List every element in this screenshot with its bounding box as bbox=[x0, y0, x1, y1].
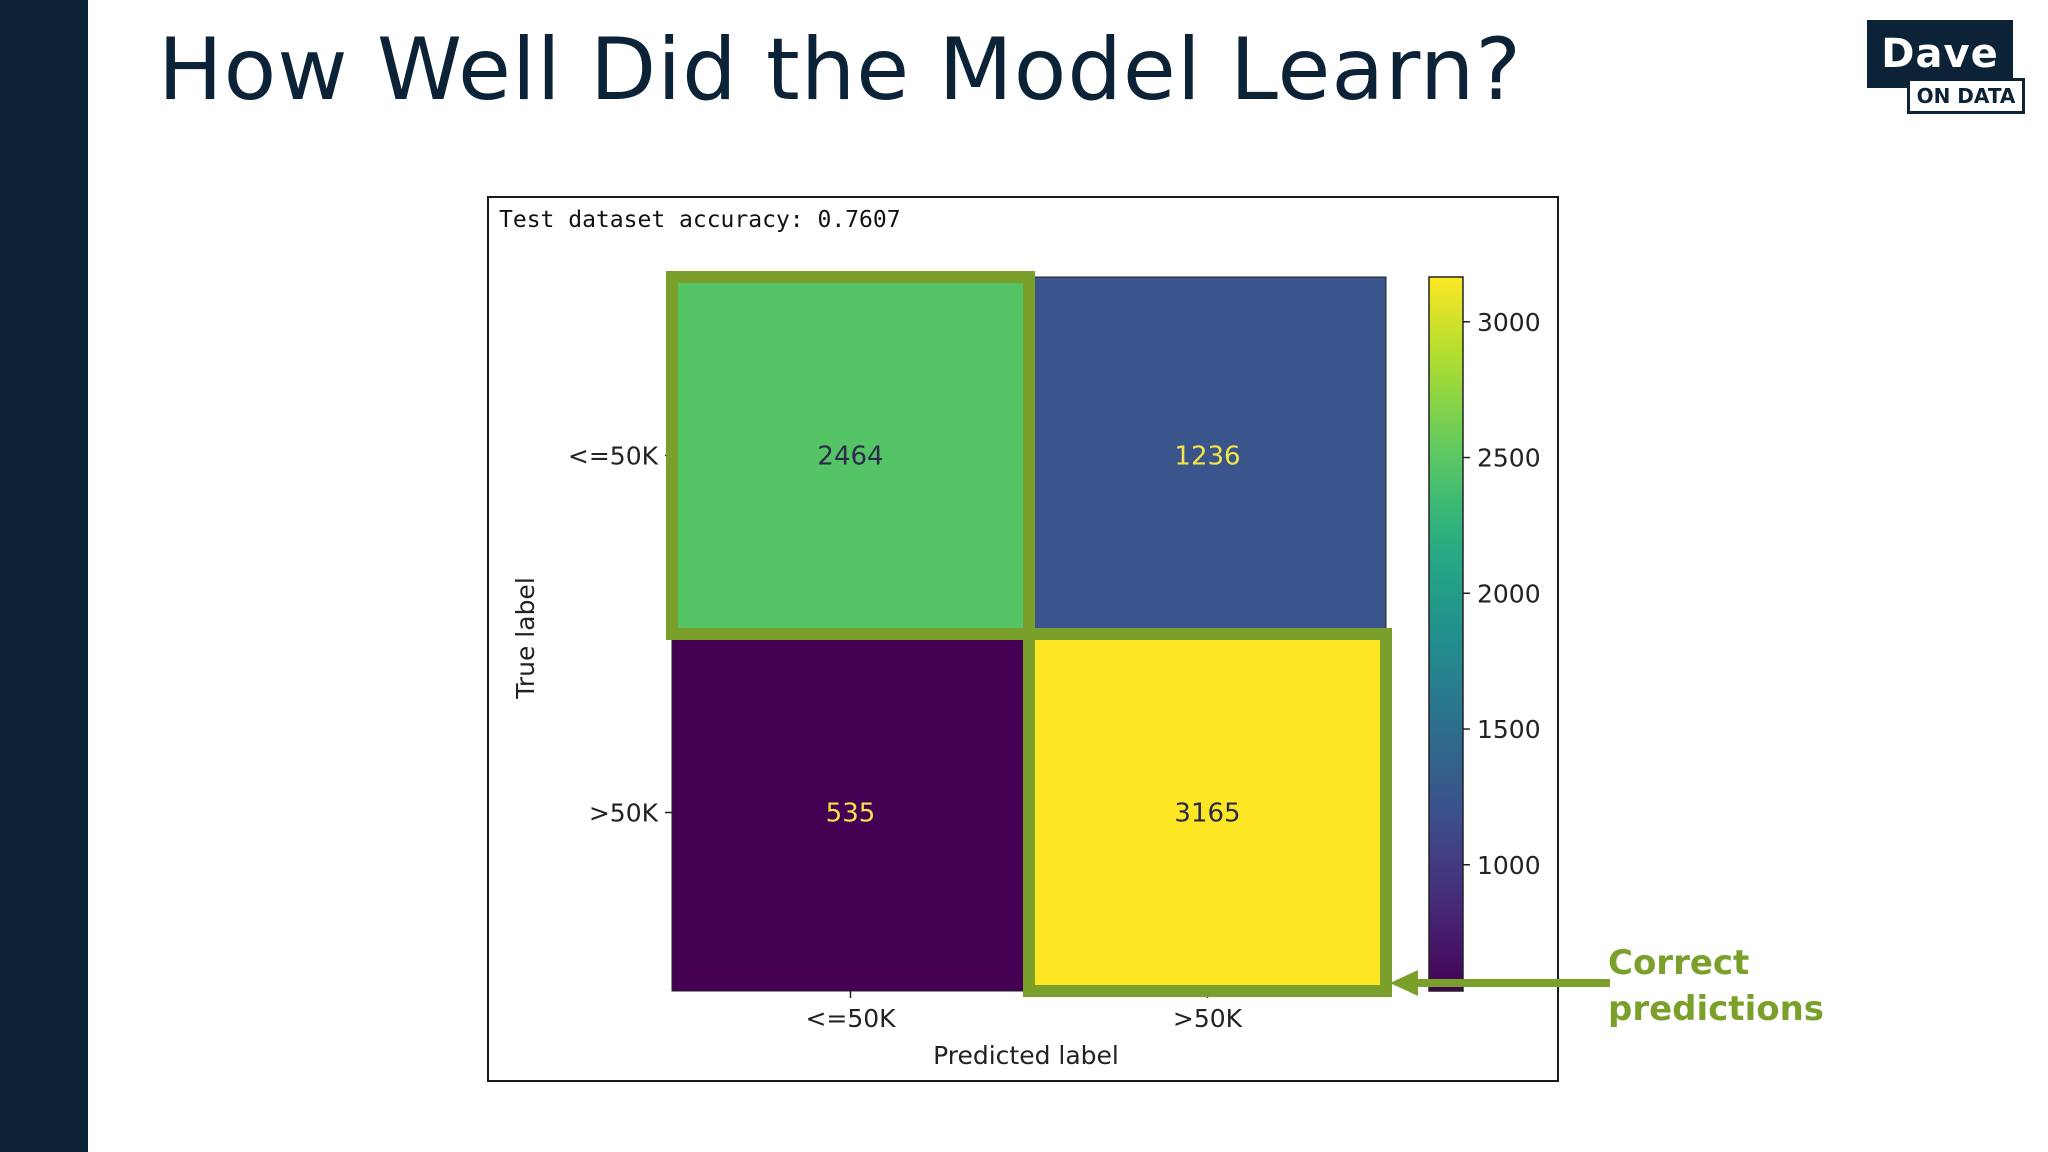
colorbar-tick-label-0: 1000 bbox=[1477, 851, 1541, 880]
logo-top-text: Dave bbox=[1867, 20, 2013, 88]
callout-arrow bbox=[1390, 970, 1610, 996]
chart-title: Test dataset accuracy: 0.7607 bbox=[499, 207, 901, 233]
heatmap-cell-0-1 bbox=[1028, 276, 1387, 635]
logo-bottom-text: ON DATA bbox=[1907, 78, 2025, 114]
colorbar-tick-label-2: 2000 bbox=[1477, 579, 1541, 608]
x-tick-label-0: <=50K bbox=[805, 1004, 896, 1033]
x-axis-label: Predicted label bbox=[933, 1041, 1119, 1070]
left-accent-bar bbox=[0, 0, 88, 1152]
colorbar-tick-label-3: 2500 bbox=[1477, 444, 1541, 473]
confusion-matrix-chart: Test dataset accuracy: 0.7607 2464 1236 53… bbox=[487, 196, 1559, 1082]
callout-line-2: predictions bbox=[1608, 989, 1825, 1029]
y-tick-label-0: <=50K bbox=[568, 442, 659, 471]
y-tick-label-1: >50K bbox=[589, 799, 659, 828]
cell-value-label-1-0: 535 bbox=[826, 799, 876, 829]
cell-value-label-1-1: 3165 bbox=[1174, 799, 1240, 829]
slide-title: How Well Did the Model Learn? bbox=[158, 20, 1523, 120]
confusion-matrix-svg: Test dataset accuracy: 0.7607 2464 1236 53… bbox=[499, 207, 1541, 1070]
x-tick-label-1: >50K bbox=[1173, 1004, 1243, 1033]
correct-prediction-highlight-0 bbox=[666, 271, 1035, 640]
heatmap-cell-0-0 bbox=[671, 276, 1030, 635]
correct-prediction-highlight-1 bbox=[1023, 628, 1392, 997]
cell-value-label-0-0: 2464 bbox=[817, 442, 883, 472]
dave-on-data-logo: Dave ON DATA bbox=[1867, 20, 2025, 116]
colorbar-tick-label-1: 1500 bbox=[1477, 715, 1541, 744]
colorbar-tick-label-4: 3000 bbox=[1477, 308, 1541, 337]
callout-line-1: Correct bbox=[1608, 943, 1750, 983]
heatmap-cell-1-0 bbox=[671, 633, 1030, 992]
colorbar bbox=[1428, 276, 1464, 992]
cell-value-label-0-1: 1236 bbox=[1174, 442, 1240, 472]
y-axis-label: True label bbox=[511, 577, 540, 700]
correct-predictions-callout: Correct predictions bbox=[1608, 940, 1868, 1032]
